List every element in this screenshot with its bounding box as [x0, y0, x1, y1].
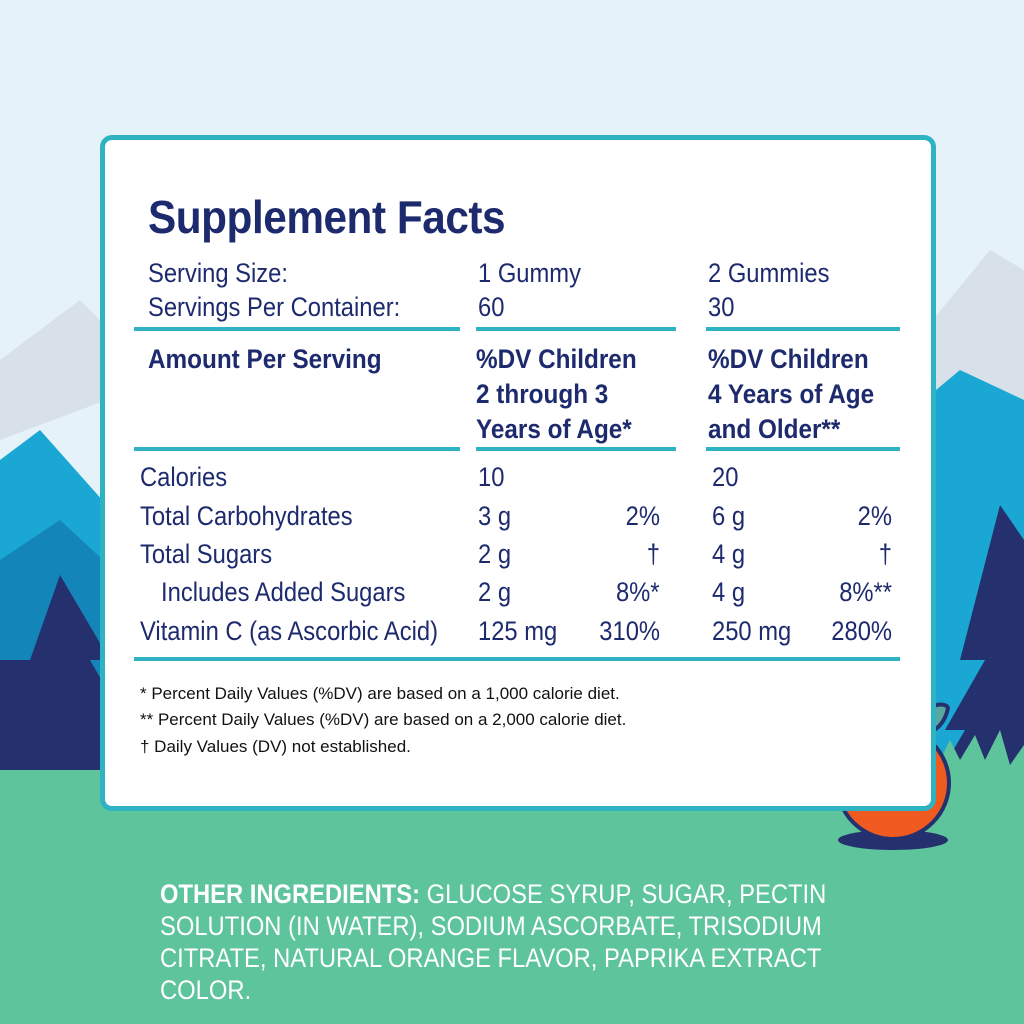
col1-amount: 10 [478, 462, 505, 492]
col2-header-line: 4 Years of Age [708, 379, 875, 409]
col2-servings: 30 [708, 292, 735, 322]
serving-size-label: Serving Size: [148, 258, 288, 288]
divider [706, 447, 900, 451]
col2-dv: † [878, 539, 892, 569]
col2-serving-size: 2 Gummies [708, 258, 830, 288]
col2-amount: 4 g [712, 577, 746, 607]
panel-title: Supplement Facts [148, 191, 506, 243]
col1-header-line: %DV Children [476, 344, 637, 374]
col1-dv: 2% [625, 501, 660, 531]
col1-servings: 60 [478, 292, 505, 322]
divider [476, 327, 676, 331]
col2-dv: 2% [857, 501, 892, 531]
nutrient-label: Includes Added Sugars [161, 577, 406, 607]
col1-serving-size: 1 Gummy [478, 258, 581, 288]
grass-tuft [930, 730, 1024, 800]
divider [706, 327, 900, 331]
col1-dv: 8%* [616, 577, 660, 607]
col1-amount: 125 mg [478, 616, 558, 646]
divider [134, 657, 900, 661]
col2-dv: 8%** [839, 577, 892, 607]
col1-header-line: Years of Age* [476, 414, 632, 444]
nutrient-label: Total Carbohydrates [140, 501, 353, 531]
col1-dv: 310% [599, 616, 660, 646]
col2-dv: 280% [831, 616, 892, 646]
col2-amount: 250 mg [712, 616, 792, 646]
pine-tree-icon [930, 505, 1024, 790]
col1-header: %DV Children 2 through 3 Years of Age* [476, 342, 637, 447]
footnote: * Percent Daily Values (%DV) are based o… [140, 684, 620, 703]
col1-dv: † [646, 539, 660, 569]
col1-amount: 3 g [478, 501, 512, 531]
supplement-facts-panel [100, 135, 936, 811]
servings-per-container-label: Servings Per Container: [148, 292, 401, 322]
col2-amount: 6 g [712, 501, 746, 531]
col2-header: %DV Children 4 Years of Age and Older** [708, 342, 874, 447]
pine-tree-icon [0, 575, 150, 790]
divider [134, 447, 460, 451]
col2-amount: 4 g [712, 539, 746, 569]
col2-header-line: and Older** [708, 414, 841, 444]
col2-amount: 20 [712, 462, 739, 492]
nutrient-label: Calories [140, 462, 228, 492]
ingredients-text: GLUCOSE SYRUP, SUGAR, PECTIN SOLUTION (I… [160, 879, 827, 1005]
col2-header-line: %DV Children [708, 344, 869, 374]
col1-amount: 2 g [478, 539, 512, 569]
footnote: † Daily Values (DV) not established. [140, 737, 411, 756]
nutrient-label: Total Sugars [140, 539, 273, 569]
mountain-icon [0, 300, 160, 440]
divider [476, 447, 676, 451]
other-ingredients: OTHER INGREDIENTS: GLUCOSE SYRUP, SUGAR,… [160, 878, 829, 1006]
col1-header-line: 2 through 3 [476, 379, 609, 409]
ingredients-label: OTHER INGREDIENTS: [160, 879, 421, 909]
col1-amount: 2 g [478, 577, 512, 607]
amount-per-serving-header: Amount Per Serving [148, 344, 382, 374]
nutrient-label: Vitamin C (as Ascorbic Acid) [140, 616, 438, 646]
footnote: ** Percent Daily Values (%DV) are based … [140, 710, 627, 729]
divider [134, 327, 460, 331]
